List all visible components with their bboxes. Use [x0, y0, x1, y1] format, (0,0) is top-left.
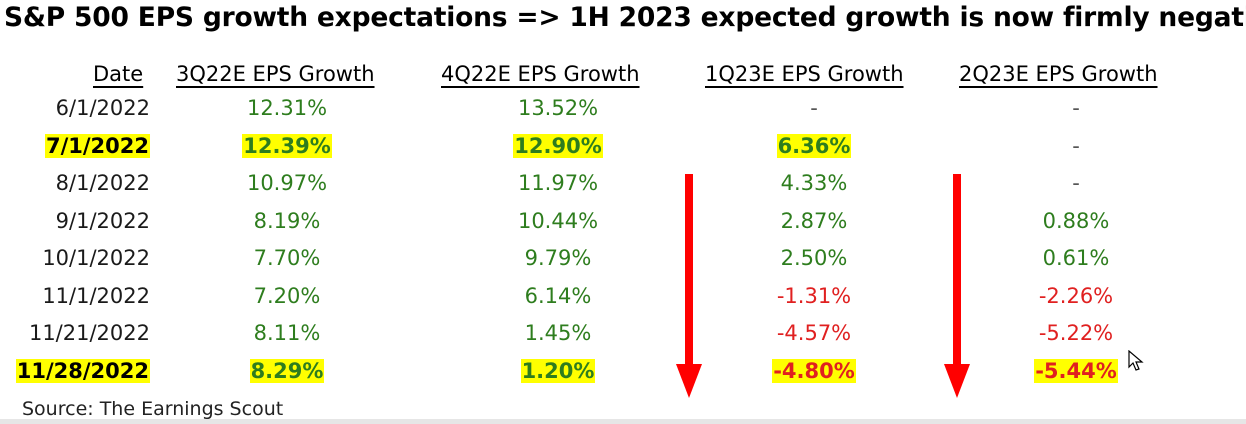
- table-cell-value: -: [996, 169, 1156, 197]
- bottom-border: [0, 419, 1246, 424]
- cell-text: 9/1/2022: [55, 208, 150, 233]
- cell-text: 11.97%: [517, 171, 599, 195]
- table-cell-value: 1.20%: [478, 357, 638, 385]
- cell-text: 9.79%: [524, 246, 592, 270]
- table-cell-value: 2.87%: [734, 207, 894, 235]
- table-cell-date: 11/28/2022: [15, 357, 150, 385]
- cell-text: 7.20%: [253, 283, 321, 308]
- cell-text: 6.14%: [524, 283, 592, 308]
- cell-text: 2.50%: [780, 246, 848, 270]
- cell-text: -: [1072, 96, 1080, 120]
- cell-text: -5.22%: [1038, 321, 1114, 345]
- table-cell-value: 8.11%: [207, 319, 367, 347]
- cell-text: 11/21/2022: [28, 321, 150, 345]
- table-cell-value: 12.90%: [478, 132, 638, 160]
- down-arrow-icon: [944, 174, 970, 398]
- cell-text: 10.44%: [517, 208, 599, 233]
- table-cell-value: 2.50%: [734, 244, 894, 272]
- cell-text: -: [1072, 171, 1080, 195]
- mouse-cursor-icon: [1128, 350, 1144, 371]
- cell-text: 6/1/2022: [55, 96, 150, 120]
- table-cell-value: 13.52%: [478, 94, 638, 122]
- cell-text: -2.26%: [1038, 283, 1114, 308]
- table-cell-value: 11.97%: [478, 169, 638, 197]
- table-cell-value: 8.29%: [207, 357, 367, 385]
- table-cell-date: 9/1/2022: [56, 207, 150, 235]
- cell-text: 10.97%: [246, 171, 328, 195]
- cell-text: 11/1/2022: [42, 283, 150, 308]
- cell-text: -1.31%: [776, 283, 852, 308]
- cell-text: 13.52%: [517, 96, 599, 120]
- cell-text: 12.39%: [242, 133, 332, 158]
- cell-text: 0.61%: [1042, 246, 1110, 270]
- table-cell-date: 11/21/2022: [29, 319, 150, 347]
- down-arrow-icon: [676, 174, 702, 398]
- cell-text: 8.11%: [253, 321, 321, 345]
- source-note: Source: The Earnings Scout: [22, 398, 284, 420]
- table-cell-value: 6.14%: [478, 282, 638, 310]
- table-cell-value: -5.44%: [996, 357, 1156, 385]
- table-cell-date: 7/1/2022: [44, 132, 150, 160]
- table-cell-value: 7.20%: [207, 282, 367, 310]
- cell-text: -: [1072, 133, 1080, 158]
- cell-text: 10/1/2022: [42, 246, 150, 270]
- table-cell-value: -: [996, 132, 1156, 160]
- table-cell-value: 7.70%: [207, 244, 367, 272]
- table-cell-value: -2.26%: [996, 282, 1156, 310]
- chart-title: S&P 500 EPS growth expectations => 1H 20…: [4, 2, 1246, 33]
- table-cell-date: 11/1/2022: [42, 282, 150, 310]
- column-header: 2Q23E EPS Growth: [959, 62, 1158, 86]
- table-cell-value: 10.44%: [478, 207, 638, 235]
- table-cell-value: 0.61%: [996, 244, 1156, 272]
- cell-text: 8.29%: [249, 358, 325, 383]
- cell-text: 4.33%: [780, 171, 848, 195]
- table-cell-value: -: [734, 94, 894, 122]
- cell-text: 11/28/2022: [15, 358, 150, 383]
- table-cell-date: 8/1/2022: [56, 169, 150, 197]
- cell-text: 12.90%: [513, 133, 603, 158]
- cell-text: 0.88%: [1042, 208, 1110, 233]
- column-header: 3Q22E EPS Growth: [176, 62, 375, 86]
- cell-text: 7/1/2022: [44, 133, 150, 158]
- table-cell-value: 9.79%: [478, 244, 638, 272]
- table-cell-value: -4.57%: [734, 319, 894, 347]
- cell-text: 2.87%: [780, 208, 848, 233]
- cell-text: -4.57%: [776, 321, 852, 345]
- cell-text: -: [810, 96, 818, 120]
- cell-text: 1.45%: [524, 321, 592, 345]
- table-cell-date: 10/1/2022: [42, 244, 150, 272]
- cell-text: 1.20%: [520, 358, 596, 383]
- table-cell-value: 10.97%: [207, 169, 367, 197]
- cell-text: 7.70%: [253, 246, 321, 270]
- column-header: 4Q22E EPS Growth: [441, 62, 640, 86]
- table-cell-value: 12.39%: [207, 132, 367, 160]
- table-cell-date: 6/1/2022: [56, 94, 150, 122]
- cell-text: -5.44%: [1034, 358, 1118, 383]
- cell-text: 6.36%: [776, 133, 852, 158]
- table-cell-value: -5.22%: [996, 319, 1156, 347]
- table-cell-value: -4.80%: [734, 357, 894, 385]
- table-cell-value: 0.88%: [996, 207, 1156, 235]
- column-header: Date: [93, 62, 144, 86]
- table-cell-value: 1.45%: [478, 319, 638, 347]
- column-header: 1Q23E EPS Growth: [705, 62, 904, 86]
- cell-text: 8.19%: [253, 208, 321, 233]
- cell-text: -4.80%: [772, 358, 856, 383]
- table-cell-value: -: [996, 94, 1156, 122]
- cell-text: 8/1/2022: [55, 171, 150, 195]
- cell-text: 12.31%: [246, 96, 328, 120]
- table-cell-value: 4.33%: [734, 169, 894, 197]
- table-cell-value: 12.31%: [207, 94, 367, 122]
- table-cell-value: -1.31%: [734, 282, 894, 310]
- table-cell-value: 6.36%: [734, 132, 894, 160]
- table-cell-value: 8.19%: [207, 207, 367, 235]
